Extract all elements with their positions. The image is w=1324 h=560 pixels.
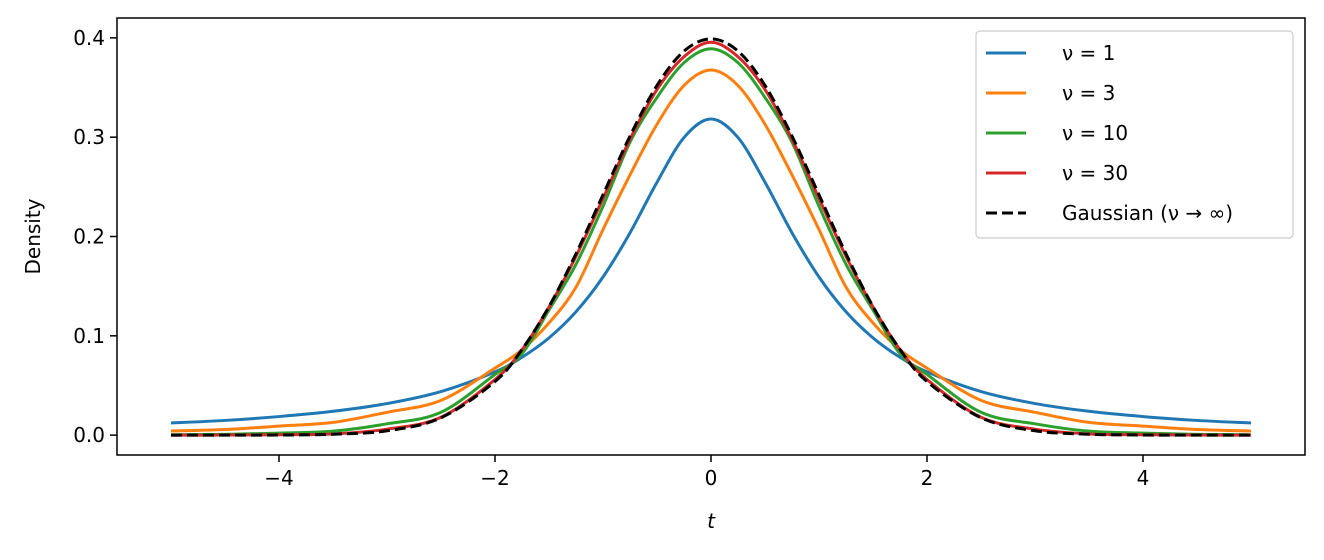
series-line-2	[170, 68, 1252, 433]
series-line-5	[170, 37, 1252, 437]
x-tick-label: −2	[480, 466, 509, 490]
legend-item: ν = 1	[986, 41, 1115, 65]
x-tick-label: 2	[921, 466, 934, 490]
y-axis-label: Density	[21, 198, 45, 274]
legend: ν = 1 ν = 3 ν = 10 ν = 30 Gaussian (ν → ∞)	[975, 30, 1294, 239]
y-tick-label: 0.1	[73, 324, 105, 348]
x-tick-label: 0	[705, 466, 718, 490]
legend-frame	[975, 30, 1294, 239]
y-tick-label: 0.4	[73, 26, 105, 50]
legend-item: Gaussian (ν → ∞)	[986, 201, 1233, 225]
x-axis-label: t	[707, 509, 716, 533]
series-layer	[170, 37, 1252, 437]
legend-label: ν = 30	[1062, 161, 1128, 185]
y-axis-ticks: 0.0 0.1 0.2 0.3 0.4	[73, 26, 117, 447]
x-axis-ticks: −4 −2 0 2 4	[264, 455, 1149, 490]
legend-item: ν = 30	[986, 161, 1128, 185]
x-tick-label: 4	[1137, 466, 1150, 490]
legend-item: ν = 10	[986, 121, 1128, 145]
legend-item: ν = 3	[986, 81, 1115, 105]
y-tick-label: 0.2	[73, 225, 105, 249]
y-tick-label: 0.3	[73, 125, 105, 149]
legend-label: ν = 3	[1062, 81, 1115, 105]
series-line-1	[170, 117, 1252, 425]
legend-label: Gaussian (ν → ∞)	[1062, 201, 1233, 225]
legend-label: ν = 1	[1062, 41, 1115, 65]
x-tick-label: −4	[264, 466, 293, 490]
legend-label: ν = 10	[1062, 121, 1128, 145]
y-tick-label: 0.0	[73, 423, 105, 447]
series-line-3	[170, 47, 1252, 437]
